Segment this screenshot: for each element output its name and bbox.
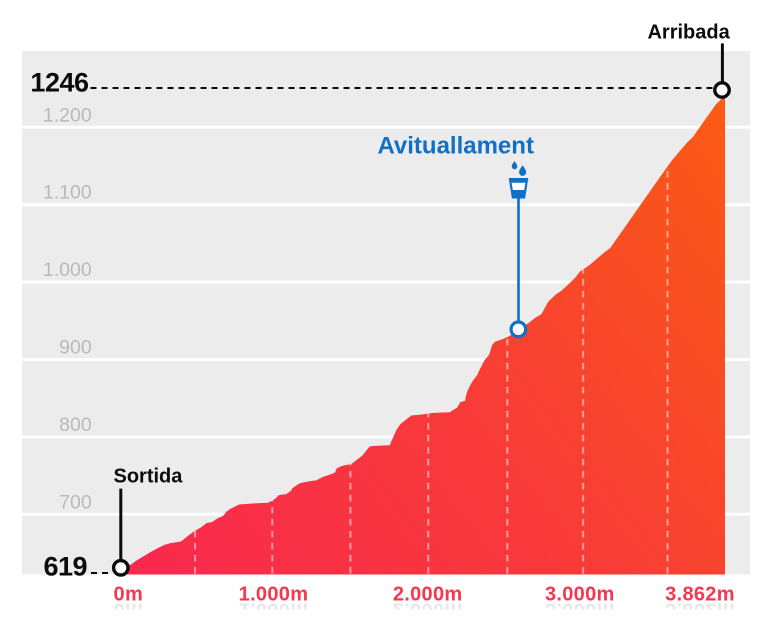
min-elevation-label: 619 xyxy=(43,552,87,582)
y-grid-label-1100: 1.100 xyxy=(43,182,92,204)
x-tick-label-1000: 1.000m xyxy=(239,584,309,606)
start-marker-group: 619 Sortida xyxy=(43,466,183,582)
finish-point xyxy=(713,81,731,99)
start-label: Sortida xyxy=(114,466,184,488)
water-glass-icon xyxy=(508,161,529,199)
aid-station-point xyxy=(509,320,528,339)
x-tick-label-reflection-3862: 3.862m xyxy=(665,599,735,621)
finish-label: Arribada xyxy=(647,21,730,43)
aid-station-group: Avituallament xyxy=(377,133,534,339)
y-grid-label-800: 800 xyxy=(59,414,92,436)
x-axis-labels: 0m 1.000m 2.000m 3.000m 3.862m xyxy=(114,584,735,606)
max-elevation-label: 1246 xyxy=(30,68,89,98)
x-tick-label-reflection-0: 0m xyxy=(114,599,144,621)
x-tick-label-3862: 3.862m xyxy=(665,584,735,606)
y-gridlines: 1.200 1.100 1.000 900 800 700 xyxy=(22,104,750,516)
x-tick-label-reflection-3000: 3.000m xyxy=(545,599,615,621)
aid-station-label: Avituallament xyxy=(377,133,533,160)
y-grid-label-700: 700 xyxy=(59,491,92,513)
x-tick-label-2000: 2.000m xyxy=(393,584,463,606)
x-axis-label-reflections: 0m 1.000m 2.000m 3.000m 3.862m xyxy=(114,599,735,621)
finish-marker-group: 1246 Arribada xyxy=(30,21,731,99)
start-point xyxy=(111,558,130,577)
elevation-area xyxy=(120,97,726,575)
x-tick-label-3000: 3.000m xyxy=(545,584,615,606)
x-tick-label-0: 0m xyxy=(114,584,144,606)
y-grid-label-1000: 1.000 xyxy=(43,259,92,281)
x-tick-label-reflection-2000: 2.000m xyxy=(393,599,463,621)
y-grid-label-900: 900 xyxy=(59,337,92,359)
y-grid-label-1200: 1.200 xyxy=(43,104,92,126)
x-tick-label-reflection-1000: 1.000m xyxy=(239,599,309,621)
